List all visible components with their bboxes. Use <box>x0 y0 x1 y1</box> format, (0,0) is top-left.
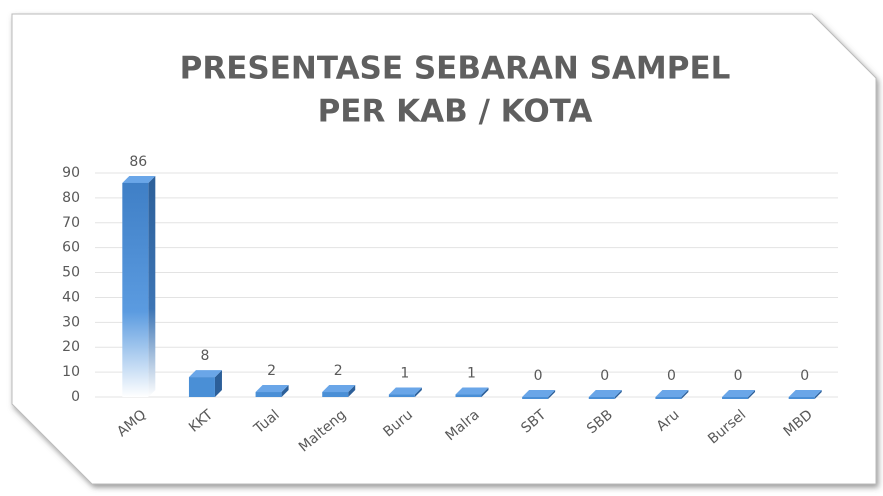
data-label: 0 <box>800 368 809 384</box>
chart-title: PRESENTASE SEBARAN SAMPEL <box>180 51 731 87</box>
bar <box>322 392 349 397</box>
chart-title: PER KAB / KOTA <box>318 94 593 130</box>
data-label: 0 <box>734 368 743 384</box>
y-tick-label: 60 <box>62 240 80 256</box>
bar-side <box>548 390 556 399</box>
bar-top <box>322 385 356 393</box>
bar <box>522 397 549 399</box>
y-tick-label: 40 <box>62 289 80 305</box>
bar <box>722 397 749 399</box>
y-tick-label: 80 <box>62 190 80 206</box>
bar-top <box>655 390 689 397</box>
data-label: 8 <box>200 348 209 364</box>
bar <box>455 394 482 397</box>
bar-side <box>814 390 822 399</box>
bar <box>122 182 149 397</box>
data-label: 86 <box>129 154 147 170</box>
bar-top <box>788 390 822 397</box>
y-tick-label: 10 <box>62 364 80 380</box>
data-label: 2 <box>334 363 343 379</box>
data-label: 0 <box>534 368 543 384</box>
bar-side <box>748 390 756 399</box>
bar-side <box>148 175 156 397</box>
bar-side <box>614 390 622 399</box>
bar-side <box>414 387 422 397</box>
bar <box>255 392 282 397</box>
bar-side <box>214 370 222 397</box>
y-tick-label: 30 <box>62 314 80 330</box>
bar-top <box>522 390 556 397</box>
bar <box>788 397 815 399</box>
data-label: 0 <box>600 368 609 384</box>
data-label: 1 <box>400 366 409 382</box>
bar-side <box>281 385 289 397</box>
data-label: 0 <box>667 368 676 384</box>
bar-top <box>388 387 422 395</box>
y-tick-label: 0 <box>71 389 80 405</box>
bar-top <box>255 385 289 393</box>
y-tick-label: 20 <box>62 339 80 355</box>
bar <box>588 397 615 399</box>
bar-top <box>188 370 222 378</box>
bar-side <box>681 390 689 399</box>
data-label: 2 <box>267 363 276 379</box>
bar <box>388 394 415 397</box>
bar-top <box>722 390 756 397</box>
data-label: 1 <box>467 366 476 382</box>
bar <box>188 377 215 397</box>
bar-side <box>481 387 489 397</box>
bar-top <box>122 175 156 183</box>
y-tick-label: 50 <box>62 265 80 281</box>
y-tick-label: 90 <box>62 165 80 181</box>
card <box>11 13 877 485</box>
bar-side <box>348 385 356 397</box>
bar-top <box>455 387 489 395</box>
bar-top <box>588 390 622 397</box>
y-tick-label: 70 <box>62 215 80 231</box>
bar <box>655 397 682 399</box>
